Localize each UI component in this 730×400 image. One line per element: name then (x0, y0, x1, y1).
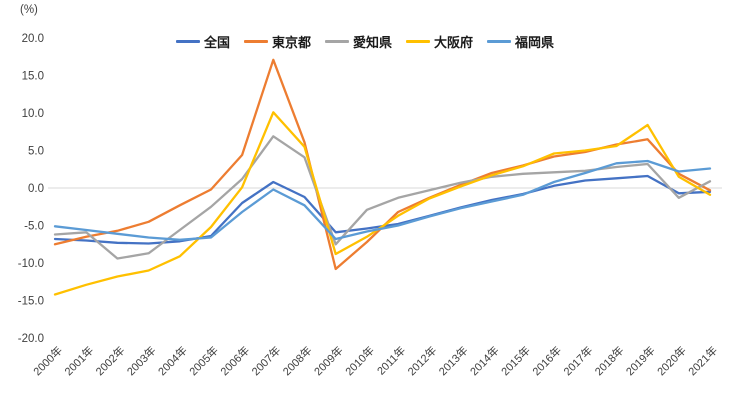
series-line-全国 (53, 174, 712, 245)
x-axis-tick-label: 2016年 (529, 343, 564, 378)
x-axis-tick-label: 2021年 (685, 343, 720, 378)
x-axis-tick-label: 2018年 (592, 343, 627, 378)
x-axis-tick-label: 2002年 (93, 343, 128, 378)
x-axis-tick-label: 2006年 (217, 343, 252, 378)
y-axis-tick-label: 15.0 (22, 71, 44, 83)
y-axis-tick-label: 5.0 (28, 146, 44, 158)
x-axis-tick-label: 2017年 (560, 343, 595, 378)
x-axis-tick-label: 2005年 (186, 343, 221, 378)
y-axis-tick-label: -5.0 (24, 221, 44, 233)
x-axis-labels: 2000年2001年2002年2003年2004年2005年2006年2007年… (30, 343, 720, 378)
y-axis-tick-label: 20.0 (22, 33, 44, 45)
y-axis-tick-label: -10.0 (18, 258, 44, 270)
x-axis-tick-label: 2020年 (654, 343, 689, 378)
series-line-大阪府 (53, 111, 712, 296)
x-axis-tick-label: 2013年 (436, 343, 471, 378)
x-axis-tick-label: 2015年 (498, 343, 533, 378)
series-line-愛知県 (53, 135, 712, 260)
y-axis-tick-label: 10.0 (22, 108, 44, 120)
y-axis-unit-label: (%) (20, 4, 38, 16)
series-line-福岡県 (53, 159, 712, 241)
x-axis-tick-label: 2004年 (155, 343, 190, 378)
x-axis-tick-label: 2014年 (467, 343, 502, 378)
x-axis-tick-label: 2000年 (30, 343, 65, 378)
x-axis-tick-label: 2019年 (623, 343, 658, 378)
y-axis-labels: 20.0 15.0 10.0 5.0 0.0 -5.0 -10.0 -15.0 -20.0 (18, 33, 44, 345)
x-axis-tick-label: 2009年 (311, 343, 346, 378)
x-axis-tick-label: 2012年 (404, 343, 439, 378)
x-axis-tick-label: 2008年 (280, 343, 315, 378)
x-axis-tick-label: 2003年 (124, 343, 159, 378)
y-axis-tick-label: -15.0 (18, 296, 44, 308)
x-axis-tick-label: 2007年 (248, 343, 283, 378)
series-lines (53, 58, 712, 296)
x-axis-tick-label: 2001年 (61, 343, 96, 378)
x-axis-tick-label: 2010年 (342, 343, 377, 378)
y-axis-tick-label: 0.0 (28, 183, 44, 195)
x-axis-tick-label: 2011年 (374, 343, 408, 377)
y-axis-tick-label: -20.0 (18, 333, 44, 345)
